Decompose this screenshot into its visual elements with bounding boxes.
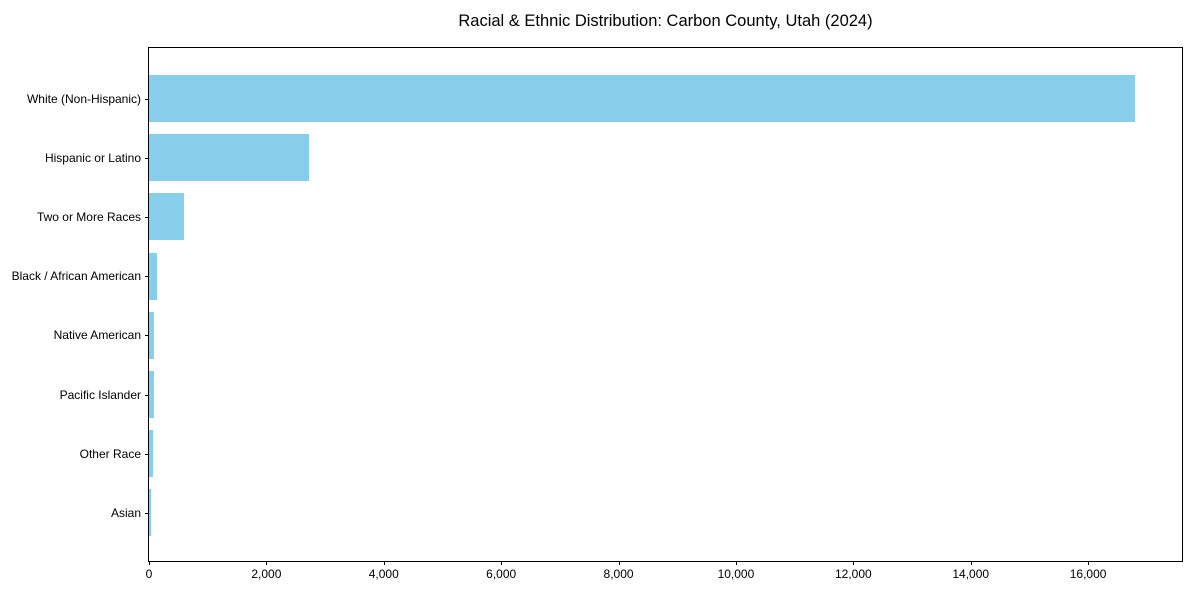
y-tick [145,157,149,159]
x-tick-label: 8,000 [603,567,634,581]
y-tick [145,335,149,337]
x-tick [266,561,268,565]
bar [149,489,152,537]
x-tick [501,561,503,565]
y-axis-category-label: Black / African American [11,269,141,284]
x-tick [1088,561,1090,565]
y-axis-category-label: Two or More Races [36,209,141,224]
x-tick-label: 4,000 [368,567,399,581]
y-tick [145,98,149,100]
y-tick [145,453,149,455]
y-tick [145,276,149,278]
bar [149,430,153,478]
y-axis-category-label: Asian [110,505,141,520]
x-tick-label: 10,000 [717,567,755,581]
x-tick-label: 16,000 [1069,567,1107,581]
y-axis-category-label: Hispanic or Latino [44,150,141,165]
x-tick [618,561,620,565]
y-tick [145,216,149,218]
x-tick [853,561,855,565]
x-tick [149,561,150,565]
bar [149,193,185,241]
y-axis-category-label: Pacific Islander [59,387,141,402]
x-tick-label: 0 [145,567,153,581]
bar [149,311,155,359]
plot-area: White (Non-Hispanic) Hispanic or Latino Tw… [12,47,1183,580]
x-tick-label: 6,000 [486,567,517,581]
y-axis-category-label: Native American [53,328,141,343]
x-tick-label: 14,000 [952,567,990,581]
y-axis-category-label: Other Race [79,446,141,461]
x-tick [970,561,972,565]
x-tick-label: 2,000 [251,567,282,581]
x-tick-label: 12,000 [834,567,872,581]
x-tick [383,561,385,565]
x-tick [735,561,737,565]
chart-title: Racial & Ethnic Distribution: Carbon Cou… [458,12,873,30]
y-tick [145,394,149,396]
bar [149,75,1136,122]
bar [149,134,309,182]
y-tick [145,512,149,514]
bar [149,252,157,300]
y-axis-category-label: White (Non-Hispanic) [26,91,141,106]
bar [149,371,154,418]
